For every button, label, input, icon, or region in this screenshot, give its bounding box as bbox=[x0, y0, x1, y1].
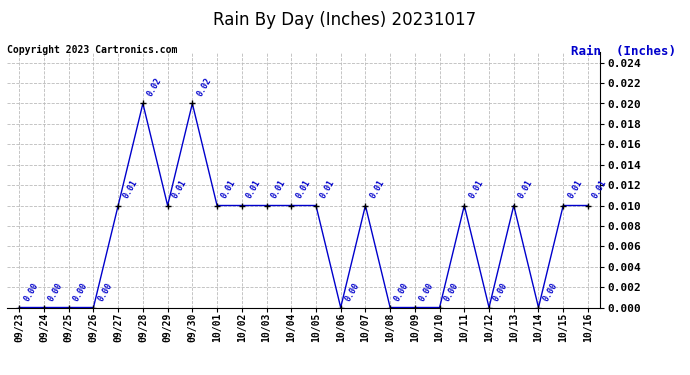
Text: 0.00: 0.00 bbox=[47, 282, 65, 303]
Text: 0.00: 0.00 bbox=[344, 282, 362, 303]
Text: 0.00: 0.00 bbox=[541, 282, 559, 303]
Text: 0.02: 0.02 bbox=[195, 76, 213, 98]
Text: 0.01: 0.01 bbox=[368, 178, 386, 200]
Text: 0.01: 0.01 bbox=[591, 178, 609, 200]
Text: 0.00: 0.00 bbox=[22, 282, 40, 303]
Text: Rain By Day (Inches) 20231017: Rain By Day (Inches) 20231017 bbox=[213, 11, 477, 29]
Text: 0.01: 0.01 bbox=[319, 178, 337, 200]
Text: 0.00: 0.00 bbox=[492, 282, 510, 303]
Text: 0.00: 0.00 bbox=[442, 282, 460, 303]
Text: 0.00: 0.00 bbox=[72, 282, 89, 303]
Text: 0.01: 0.01 bbox=[566, 178, 584, 200]
Text: Copyright 2023 Cartronics.com: Copyright 2023 Cartronics.com bbox=[7, 45, 177, 55]
Text: 0.00: 0.00 bbox=[393, 282, 411, 303]
Text: 0.01: 0.01 bbox=[121, 178, 139, 200]
Text: 0.01: 0.01 bbox=[269, 178, 287, 200]
Text: 0.00: 0.00 bbox=[96, 282, 114, 303]
Text: 0.01: 0.01 bbox=[244, 178, 262, 200]
Text: 0.02: 0.02 bbox=[146, 76, 164, 98]
Text: Rain  (Inches): Rain (Inches) bbox=[571, 45, 676, 58]
Text: 0.01: 0.01 bbox=[170, 178, 188, 200]
Text: 0.01: 0.01 bbox=[220, 178, 237, 200]
Text: 0.00: 0.00 bbox=[417, 282, 435, 303]
Text: 0.01: 0.01 bbox=[517, 178, 534, 200]
Text: 0.01: 0.01 bbox=[294, 178, 312, 200]
Text: 0.01: 0.01 bbox=[467, 178, 485, 200]
